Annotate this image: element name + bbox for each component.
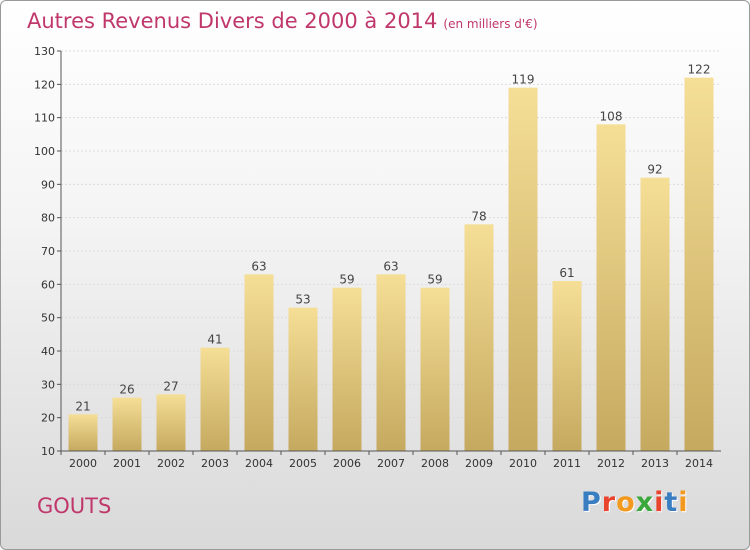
bar-value-label: 27 [163, 379, 178, 393]
bar-value-label: 53 [295, 293, 310, 307]
chart-title: Autres Revenus Divers de 2000 à 2014 (en … [27, 9, 538, 33]
x-tick-label: 2010 [509, 457, 537, 470]
y-tick-label: 90 [41, 178, 55, 191]
y-tick-label: 70 [41, 245, 55, 258]
bar [200, 347, 230, 451]
bar-value-label: 92 [647, 163, 662, 177]
y-tick-label: 130 [34, 45, 55, 58]
x-tick-label: 2014 [685, 457, 713, 470]
x-tick-label: 2003 [201, 457, 229, 470]
bar-value-label: 78 [471, 209, 486, 223]
x-tick-label: 2012 [597, 457, 625, 470]
x-tick-label: 2001 [113, 457, 141, 470]
x-tick-label: 2004 [245, 457, 273, 470]
logo-letter: t [664, 487, 679, 518]
logo-letter: x [635, 487, 655, 518]
y-tick-label: 120 [34, 78, 55, 91]
bar [244, 274, 274, 451]
chart-subtitle: (en milliers d'€) [443, 17, 538, 31]
bar-value-label: 63 [383, 259, 398, 273]
bar-value-label: 122 [688, 63, 711, 77]
y-tick-label: 50 [41, 312, 55, 325]
y-tick-label: 20 [41, 412, 55, 425]
y-tick-label: 30 [41, 378, 55, 391]
y-tick-label: 40 [41, 345, 55, 358]
bar [684, 77, 714, 452]
x-axis-ticks: 2000 2001 2002 2003 2004 2005 2006 2007 2008 2009… [60, 451, 713, 470]
x-tick-label: 2013 [641, 457, 669, 470]
x-tick-label: 2009 [465, 457, 493, 470]
bar [156, 394, 186, 451]
logo-letter: P [581, 487, 602, 518]
bar [68, 414, 98, 451]
x-tick-label: 2011 [553, 457, 581, 470]
y-tick-label: 100 [34, 145, 55, 158]
chart-title-text: Autres Revenus Divers de 2000 à 2014 [27, 9, 438, 33]
place-name: GOUTS [37, 494, 112, 518]
y-tick-label: 10 [41, 445, 55, 458]
axes [60, 51, 721, 452]
y-tick-label: 110 [34, 112, 55, 125]
bar-value-label: 21 [75, 399, 90, 413]
x-tick-label: 2006 [333, 457, 361, 470]
proxiti-logo: Proxiti [581, 487, 689, 519]
y-tick-label: 60 [41, 278, 55, 291]
y-tick-label: 80 [41, 212, 55, 225]
bar [640, 177, 670, 451]
logo-letter: r [601, 487, 617, 518]
logo-letter: o [616, 487, 636, 518]
bar-value-label: 26 [119, 383, 134, 397]
bar [596, 124, 626, 451]
x-tick-label: 2008 [421, 457, 449, 470]
bar-value-label: 61 [559, 266, 574, 280]
bar-value-label: 59 [427, 273, 442, 287]
logo-letter: i [678, 487, 689, 518]
bar [420, 287, 450, 451]
x-tick-label: 2007 [377, 457, 405, 470]
bar-value-label: 41 [207, 333, 222, 347]
x-tick-label: 2005 [289, 457, 317, 470]
bar [332, 287, 362, 451]
logo-letter: i [654, 487, 665, 518]
bar [464, 224, 494, 451]
x-tick-label: 2002 [157, 457, 185, 470]
bars: 21 26 27 41 63 53 59 63 59 78 119 61 108 92 122 [68, 63, 714, 452]
bar [376, 274, 406, 451]
bar-value-label: 63 [251, 259, 266, 273]
bar-value-label: 59 [339, 273, 354, 287]
y-axis-ticks: 10 20 30 40 50 60 70 80 90 100 110 120 130 [34, 45, 61, 458]
bar-value-label: 119 [512, 73, 535, 87]
bar [508, 87, 538, 452]
bar [288, 307, 318, 451]
x-tick-label: 2000 [69, 457, 97, 470]
bar-value-label: 108 [600, 109, 623, 123]
bar [112, 397, 142, 451]
bar [552, 281, 582, 451]
